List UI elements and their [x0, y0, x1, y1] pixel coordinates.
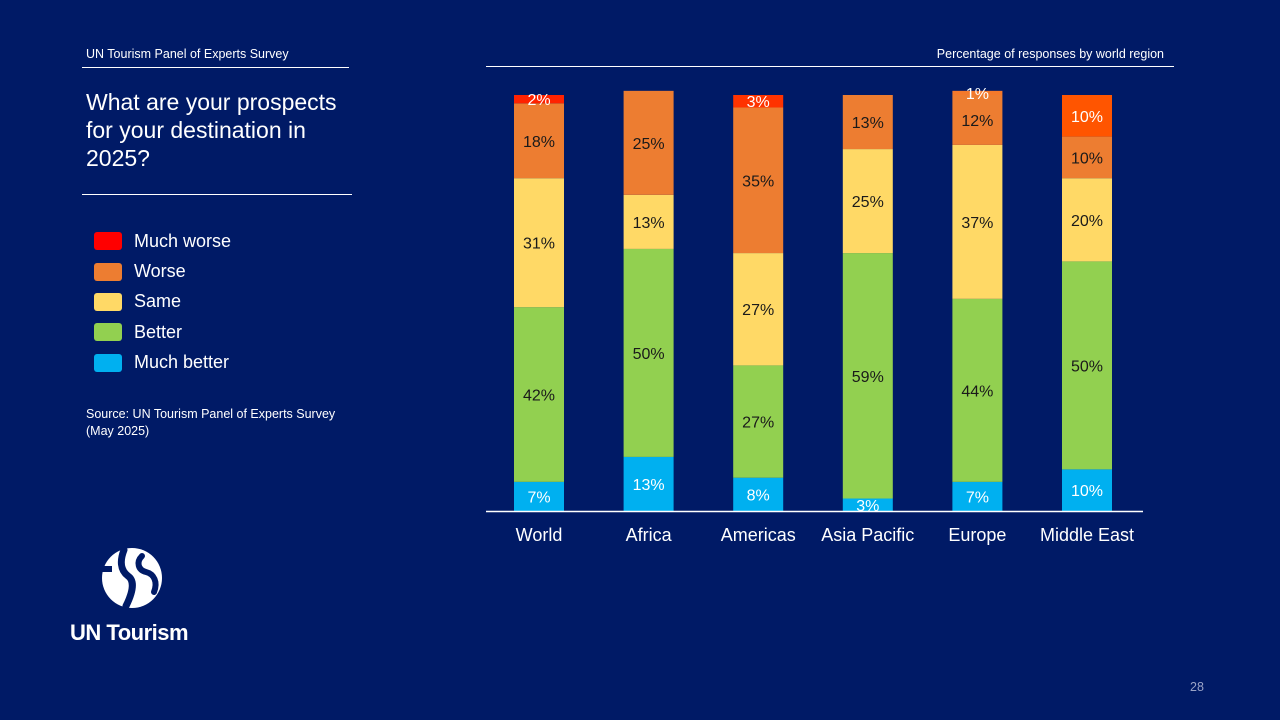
bar-segment — [842, 498, 893, 511]
bar-segment — [842, 95, 893, 150]
data-label: 25% — [633, 136, 665, 153]
bar-segment — [952, 95, 1003, 145]
data-label: 44% — [961, 383, 993, 400]
data-label: 59% — [852, 369, 884, 386]
data-label: 25% — [852, 194, 884, 211]
logo-text: UN Tourism — [70, 620, 189, 645]
data-label: 27% — [742, 302, 774, 319]
legend-swatch — [94, 353, 122, 372]
legend-label: Same — [134, 291, 182, 312]
survey-label: UN Tourism Panel of Experts Survey — [86, 47, 289, 61]
divider-top-left — [82, 67, 349, 68]
page-title: What are your prospects for your destina… — [86, 89, 337, 171]
legend-label: Worse — [134, 261, 186, 282]
data-label: 10% — [1071, 483, 1103, 500]
data-label: 3% — [856, 498, 879, 515]
bar-segment — [952, 481, 1003, 511]
bar-segment — [1062, 261, 1112, 470]
bar-segment — [952, 298, 1003, 482]
bar-segment — [733, 477, 784, 511]
bar-segment — [514, 481, 564, 511]
legend-swatch — [94, 262, 122, 281]
bar-segment — [733, 107, 784, 254]
bar-segment — [623, 90, 674, 195]
legend-item-better: Better — [94, 317, 231, 347]
data-label: 50% — [633, 346, 665, 363]
bar-segment — [623, 194, 674, 249]
data-label: 13% — [633, 477, 665, 494]
legend-swatch — [94, 292, 122, 311]
data-label: 2% — [527, 92, 550, 109]
data-label: 31% — [523, 236, 555, 253]
category-label: Africa — [626, 525, 673, 545]
bar-segment — [1062, 95, 1112, 137]
bar-segment — [733, 95, 784, 108]
data-label: 42% — [523, 388, 555, 405]
source-note: Source: UN Tourism Panel of Experts Surv… — [86, 407, 336, 438]
legend-label: Much worse — [134, 230, 232, 251]
data-label: 37% — [961, 215, 993, 232]
legend-item-same: Same — [94, 287, 231, 317]
data-label: 10% — [1071, 109, 1103, 126]
data-label: 1% — [966, 86, 989, 103]
legend-label: Better — [134, 321, 183, 342]
bar-segment — [842, 149, 893, 254]
data-label: 8% — [747, 487, 770, 504]
bar-segment — [514, 178, 564, 308]
data-label: 35% — [742, 173, 774, 190]
bar-segment — [623, 456, 674, 511]
bar-segment — [733, 253, 784, 366]
data-label: 7% — [527, 489, 550, 506]
legend-item-much-worse: Much worse — [94, 226, 231, 256]
category-label: Asia Pacific — [821, 525, 914, 545]
chart-legend: Much worse Worse Same Better Much better — [94, 226, 231, 378]
data-label: 7% — [966, 489, 989, 506]
divider-top-right — [486, 66, 1174, 67]
legend-item-much-better: Much better — [94, 348, 231, 378]
legend-swatch — [94, 323, 122, 342]
category-label: Middle East — [1040, 525, 1134, 545]
un-tourism-logo-icon — [98, 546, 162, 610]
category-label: Americas — [721, 525, 796, 545]
chart-caption: Percentage of responses by world region — [936, 47, 1164, 61]
data-label: 13% — [633, 215, 665, 232]
bar-segment — [733, 365, 784, 478]
data-label: 18% — [523, 134, 555, 151]
data-label: 50% — [1071, 358, 1103, 375]
data-label: 13% — [852, 115, 884, 132]
data-label: 20% — [1071, 213, 1103, 230]
bar-segment — [1062, 469, 1112, 511]
bar-segment — [514, 95, 564, 104]
data-label: 10% — [1071, 150, 1103, 167]
bar-segment — [952, 90, 1003, 95]
bar-segment — [1062, 178, 1112, 262]
bar-segment — [623, 248, 674, 457]
bar-segment — [514, 103, 564, 179]
legend-swatch — [94, 232, 122, 251]
bar-segment — [952, 144, 1003, 299]
category-label: Europe — [948, 525, 1006, 545]
data-label: 27% — [742, 415, 774, 432]
data-label: 3% — [747, 94, 770, 111]
bar-segment — [1062, 136, 1112, 179]
legend-item-worse: Worse — [94, 256, 231, 286]
legend-label: Much better — [134, 352, 230, 373]
page-number: 28 — [1190, 680, 1204, 694]
divider-mid-left — [82, 194, 352, 195]
bar-segment — [514, 307, 564, 482]
category-label: World — [516, 525, 563, 545]
bar-segment — [842, 253, 893, 499]
data-label: 12% — [961, 113, 993, 130]
